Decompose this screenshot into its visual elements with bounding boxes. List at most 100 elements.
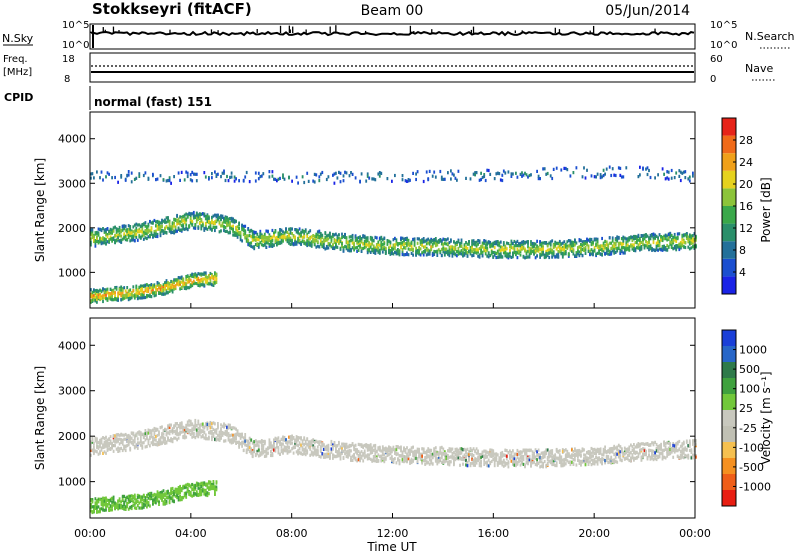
- data-cell: [581, 248, 584, 252]
- data-cell: [338, 440, 340, 445]
- data-cell: [316, 236, 319, 240]
- colorbar-tick-label: 20: [739, 178, 753, 191]
- data-cell: [447, 171, 449, 175]
- data-cell: [118, 437, 121, 441]
- data-cell: [162, 229, 165, 233]
- data-cell: [248, 449, 251, 454]
- data-cell: [161, 221, 163, 225]
- data-cell: [341, 241, 343, 246]
- data-cell: [406, 238, 408, 242]
- data-cell: [336, 444, 339, 448]
- data-cell: [180, 215, 183, 219]
- data-cell: [271, 242, 274, 246]
- data-cell: [398, 242, 401, 246]
- data-cell: [97, 241, 100, 245]
- data-cell: [681, 241, 684, 245]
- data-cell: [460, 457, 463, 461]
- data-cell: [244, 443, 247, 447]
- data-cell: [254, 453, 257, 457]
- data-cell: [309, 440, 312, 444]
- data-cell: [230, 171, 233, 175]
- data-cell: [692, 234, 694, 238]
- data-cell: [430, 458, 433, 463]
- data-cell: [623, 248, 626, 252]
- data-cell: [560, 246, 563, 250]
- data-cell: [111, 237, 113, 241]
- data-cell: [448, 449, 451, 453]
- data-cell: [325, 177, 328, 182]
- data-cell: [445, 247, 448, 251]
- data-cell: [260, 442, 263, 446]
- data-cell: [135, 443, 138, 447]
- data-cell: [129, 233, 132, 237]
- data-cell: [516, 456, 519, 460]
- data-cell: [687, 238, 690, 242]
- data-cell: [496, 453, 499, 457]
- data-cell: [147, 228, 150, 232]
- data-cell: [318, 229, 321, 233]
- data-cell: [103, 296, 106, 300]
- data-cell: [173, 224, 175, 228]
- data-cell: [130, 441, 133, 445]
- data-cell: [549, 240, 552, 244]
- data-cell: [236, 232, 239, 236]
- data-cell: [416, 457, 419, 461]
- data-cell: [589, 249, 591, 253]
- data-cell: [152, 289, 154, 294]
- data-cell: [486, 254, 489, 258]
- data-cell: [504, 171, 507, 175]
- data-cell: [325, 446, 328, 450]
- data-cell: [114, 440, 116, 444]
- data-cell: [543, 167, 546, 171]
- data-cell: [613, 246, 616, 250]
- data-cell: [642, 234, 644, 238]
- data-cell: [306, 239, 309, 243]
- data-cell: [389, 244, 392, 248]
- data-cell: [445, 238, 448, 242]
- data-cell: [515, 252, 517, 256]
- data-cell: [690, 241, 693, 245]
- data-cell: [416, 237, 419, 241]
- data-cell: [524, 241, 526, 245]
- data-cell: [200, 212, 203, 216]
- data-cell: [208, 431, 210, 435]
- data-cell: [682, 233, 685, 237]
- data-cell: [359, 443, 361, 447]
- data-cell: [360, 456, 363, 460]
- data-cell: [431, 242, 434, 246]
- data-cell: [250, 450, 253, 454]
- data-cell: [504, 448, 507, 452]
- data-cell: [224, 423, 227, 427]
- data-cell: [194, 275, 197, 279]
- data-cell: [188, 419, 191, 423]
- data-cell: [477, 458, 479, 462]
- data-cell: [121, 288, 124, 292]
- data-cell: [516, 448, 519, 453]
- data-cell: [185, 170, 188, 174]
- data-cell: [132, 285, 135, 289]
- data-cell: [150, 288, 153, 292]
- data-cell: [99, 176, 101, 180]
- data-cell: [454, 452, 457, 456]
- data-cell: [295, 440, 298, 444]
- data-cell: [283, 231, 286, 235]
- data-cell: [590, 243, 593, 247]
- data-cell: [336, 450, 339, 454]
- data-cell: [422, 450, 425, 455]
- data-cell: [377, 459, 380, 463]
- data-cell: [267, 446, 269, 450]
- data-cell: [356, 459, 358, 463]
- data-cell: [516, 462, 519, 466]
- data-cell: [168, 425, 171, 429]
- data-cell: [472, 461, 475, 465]
- data-cell: [171, 290, 174, 294]
- data-cell: [581, 175, 584, 179]
- data-cell: [251, 450, 254, 454]
- data-cell: [244, 230, 247, 234]
- data-cell: [471, 241, 473, 245]
- data-cell: [439, 249, 442, 254]
- data-cell: [91, 296, 94, 300]
- data-cell: [445, 452, 448, 456]
- data-cell: [599, 252, 602, 256]
- data-cell: [158, 227, 160, 231]
